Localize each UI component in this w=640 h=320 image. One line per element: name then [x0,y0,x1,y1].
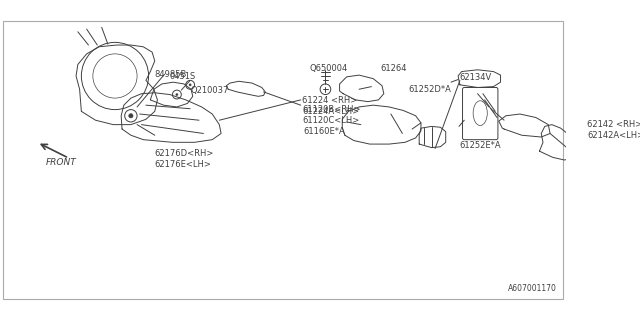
Text: 84985B: 84985B [155,70,187,79]
Text: Q210037: Q210037 [190,86,228,95]
Text: A607001170: A607001170 [508,284,557,293]
Text: 61160E*A: 61160E*A [303,127,345,136]
Text: FRONT: FRONT [46,158,77,167]
Text: 62142 <RH>
62142A<LH>: 62142 <RH> 62142A<LH> [588,120,640,140]
Text: 62176D<RH>
62176E<LH>: 62176D<RH> 62176E<LH> [155,149,214,169]
Text: 61252E*A: 61252E*A [459,140,500,149]
Text: 0451S: 0451S [170,72,196,81]
Text: 61224 <RH>
61224A<LH>: 61224 <RH> 61224A<LH> [303,96,360,116]
Text: 62134V: 62134V [459,73,492,82]
Circle shape [129,114,133,118]
Text: 61120B<RH>
61120C<LH>: 61120B<RH> 61120C<LH> [303,105,361,124]
Text: 61252D*A: 61252D*A [408,85,451,94]
Circle shape [189,84,191,86]
Text: Q650004: Q650004 [310,65,348,74]
Text: 61264: 61264 [380,65,407,74]
Circle shape [175,93,178,96]
